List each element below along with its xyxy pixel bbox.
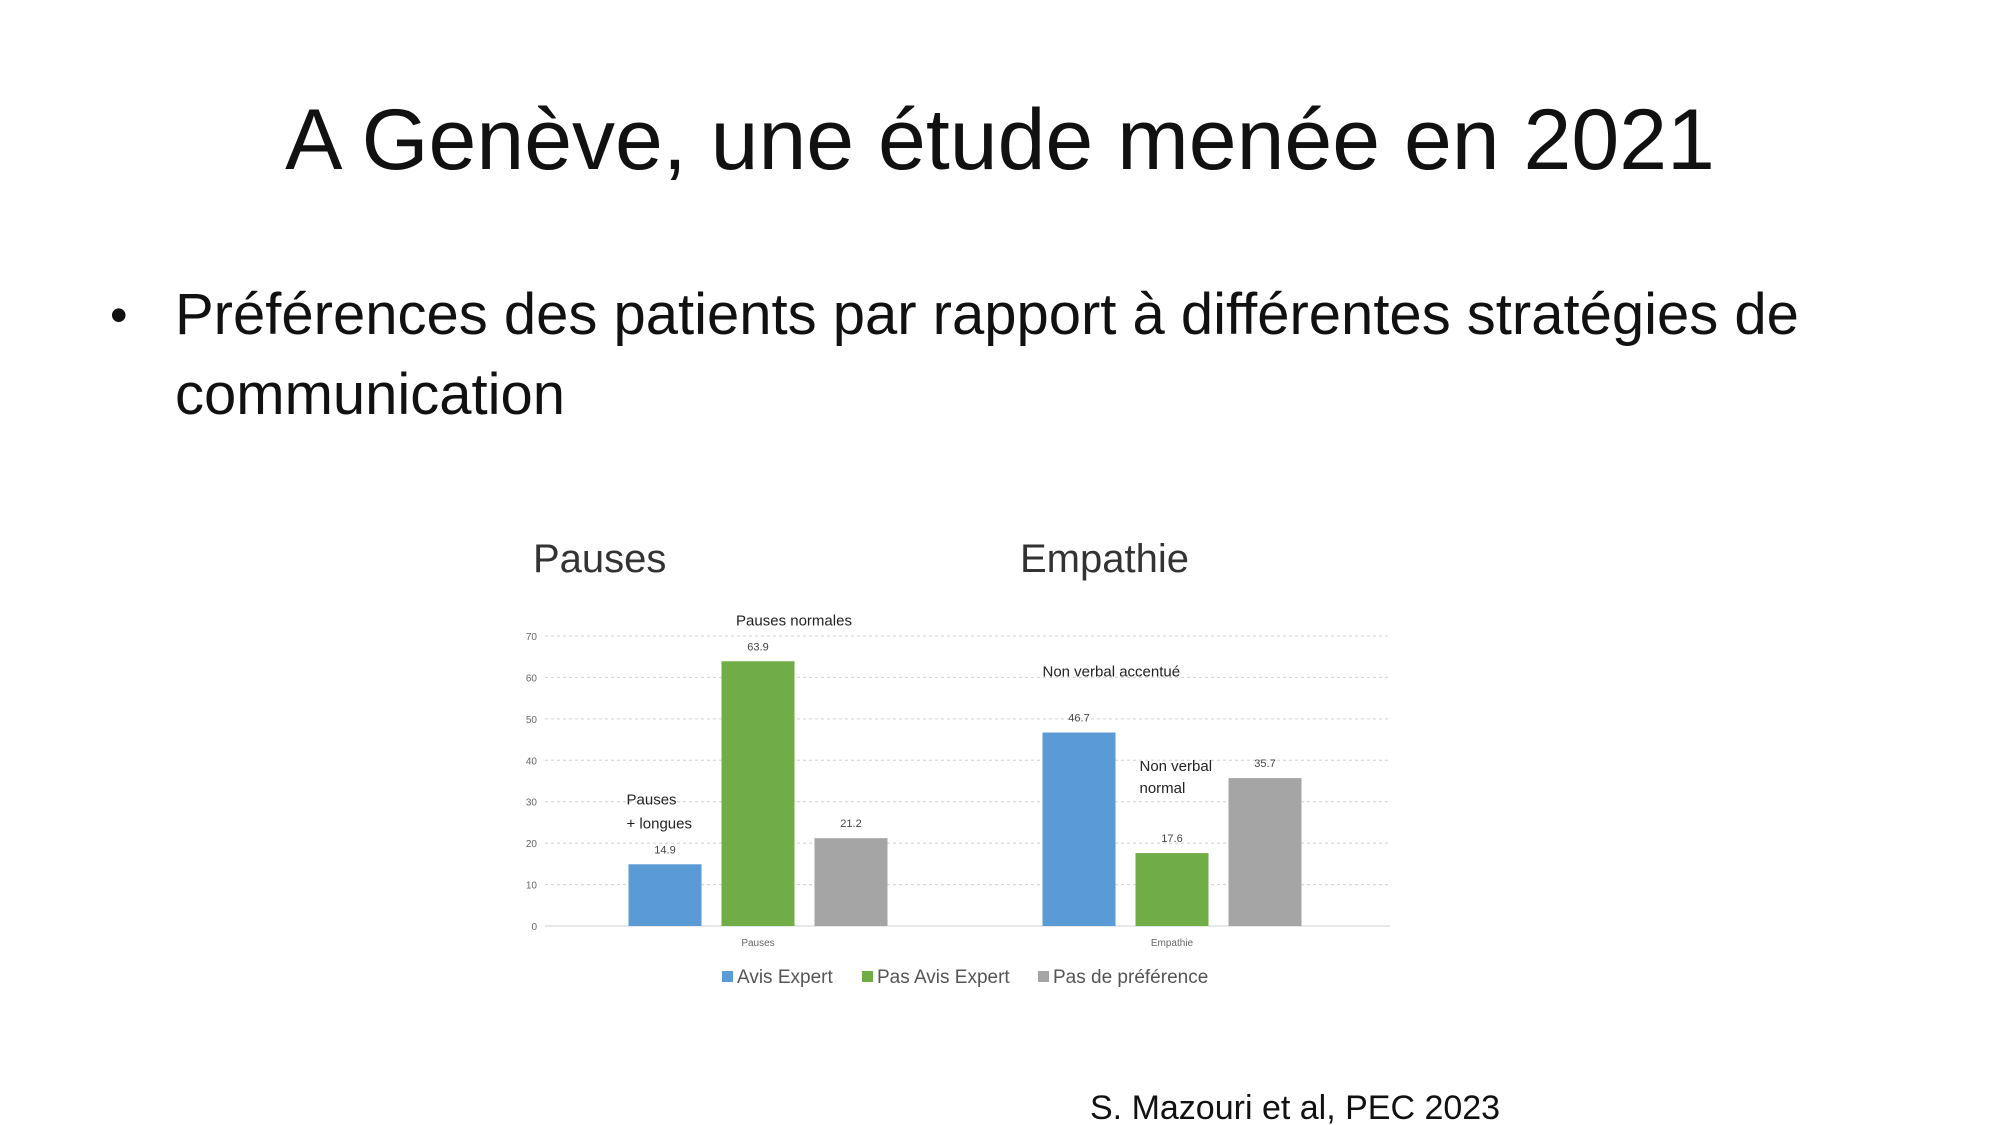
y-tick-label: 60 <box>526 673 538 684</box>
legend-swatch <box>1038 971 1049 982</box>
bar-pas-de-pr-f-rence-pauses <box>814 838 888 926</box>
y-tick-label: 70 <box>526 632 538 643</box>
data-label: 35.7 <box>1254 758 1275 770</box>
annotation: Non verbal accentué <box>1043 664 1181 681</box>
bar-pas-avis-expert-empathie <box>1135 853 1209 926</box>
bar-pas-avis-expert-pauses <box>721 661 795 926</box>
slide-title: A Genève, une étude menée en 2021 <box>285 92 1715 188</box>
bullet-item: • Préférences des patients par rapport à… <box>110 275 1910 435</box>
bar-avis-expert-pauses <box>628 864 702 926</box>
bullet-dot: • <box>110 287 128 343</box>
data-label: 63.9 <box>747 641 768 653</box>
legend-swatch <box>722 971 733 982</box>
annotation: Non verbal <box>1140 758 1213 775</box>
annotation: + longues <box>627 815 692 832</box>
panel-title: Empathie <box>1020 537 1189 581</box>
annotation: normal <box>1140 780 1186 797</box>
y-tick-label: 10 <box>526 881 538 892</box>
citation: S. Mazouri et al, PEC 2023 <box>1090 1089 1501 1125</box>
bar-avis-expert-empathie <box>1042 732 1116 926</box>
data-label: 21.2 <box>840 818 861 830</box>
x-category-label: Pauses <box>741 938 774 949</box>
legend-label: Avis Expert <box>737 967 833 988</box>
y-tick-label: 50 <box>526 715 538 726</box>
annotation: Pauses normales <box>736 612 852 629</box>
y-tick-label: 20 <box>526 839 538 850</box>
data-label: 46.7 <box>1068 713 1089 725</box>
y-tick-label: 30 <box>526 798 538 809</box>
legend-swatch <box>862 971 873 982</box>
y-tick-label: 0 <box>531 922 537 933</box>
x-category-label: Empathie <box>1151 938 1194 949</box>
legend-label: Pas Avis Expert <box>877 967 1010 988</box>
bullet-text: Préférences des patients par rapport à d… <box>175 282 1799 427</box>
data-label: 14.9 <box>654 844 675 856</box>
annotation: Pauses <box>627 791 677 808</box>
y-tick-label: 40 <box>526 756 538 767</box>
data-label: 17.6 <box>1161 833 1182 845</box>
bar-pas-de-pr-f-rence-empathie <box>1228 778 1302 926</box>
legend-label: Pas de préférence <box>1053 967 1208 988</box>
panel-title: Pauses <box>533 537 666 581</box>
